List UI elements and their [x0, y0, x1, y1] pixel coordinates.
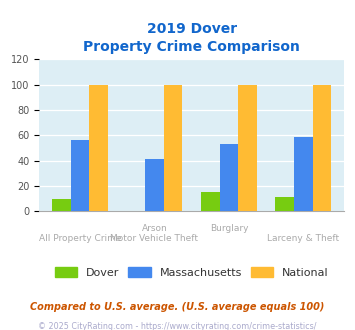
Text: Larceny & Theft: Larceny & Theft [267, 234, 339, 243]
Legend: Dover, Massachusetts, National: Dover, Massachusetts, National [50, 262, 333, 282]
Text: All Property Crime: All Property Crime [39, 234, 121, 243]
Text: © 2025 CityRating.com - https://www.cityrating.com/crime-statistics/: © 2025 CityRating.com - https://www.city… [38, 322, 317, 330]
Bar [220, 144, 238, 211]
Bar [238, 85, 257, 211]
Bar [164, 85, 182, 211]
Title: 2019 Dover
Property Crime Comparison: 2019 Dover Property Crime Comparison [83, 22, 300, 54]
Bar [52, 199, 71, 211]
Text: Motor Vehicle Theft: Motor Vehicle Theft [110, 234, 198, 243]
Text: Compared to U.S. average. (U.S. average equals 100): Compared to U.S. average. (U.S. average … [30, 302, 325, 312]
Bar [275, 197, 294, 211]
Bar [145, 159, 164, 211]
Bar [313, 85, 331, 211]
Bar [294, 137, 313, 211]
Bar [71, 140, 89, 211]
Bar [201, 192, 220, 211]
Bar [89, 85, 108, 211]
Text: Burglary: Burglary [210, 224, 248, 233]
Text: Arson: Arson [142, 224, 167, 233]
